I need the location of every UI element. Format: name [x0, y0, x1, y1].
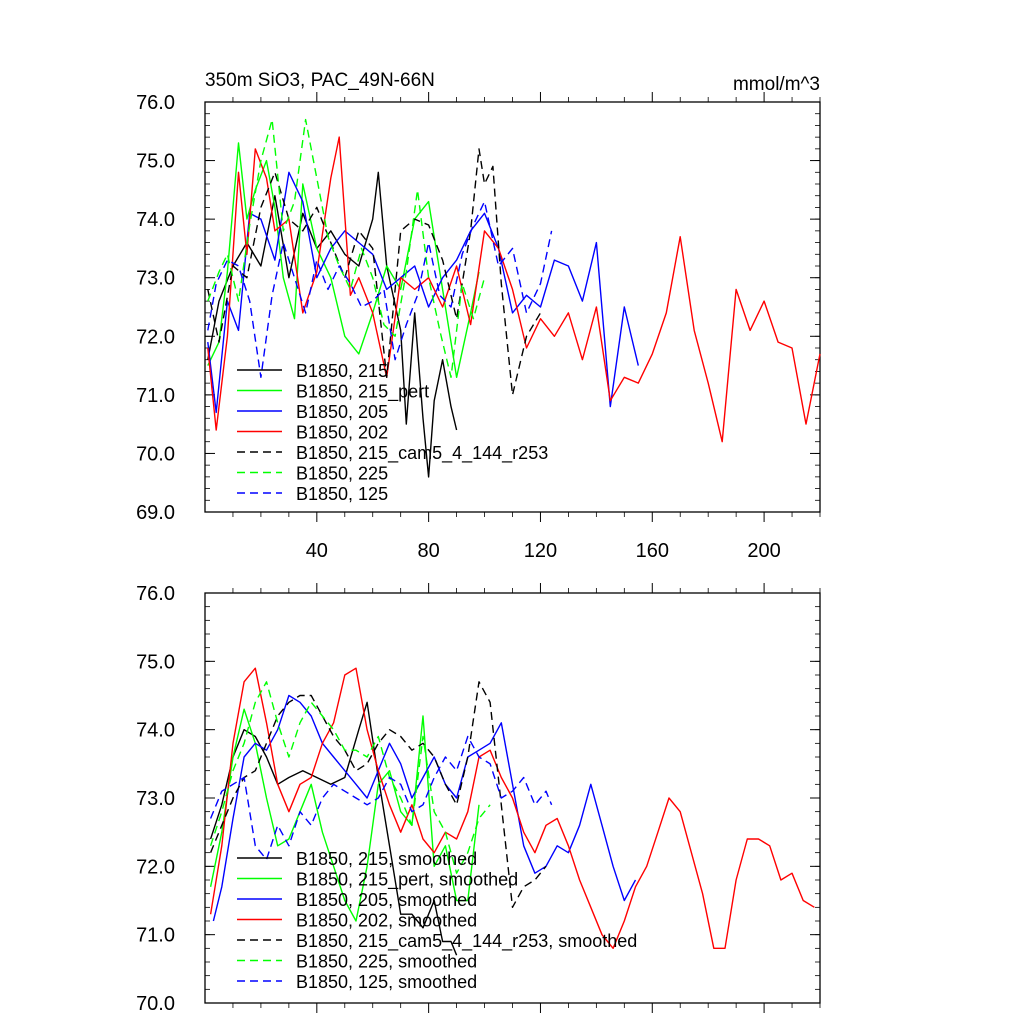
series-line-5: [207, 148, 542, 396]
series-line-7: [207, 200, 553, 378]
series-line-5: [209, 681, 547, 908]
y-tick-label: 72.0: [136, 326, 175, 348]
legend-label: B1850, 205, smoothed: [296, 890, 477, 910]
series-line-1: [207, 171, 458, 478]
y-tick-label: 69.0: [136, 502, 175, 524]
y-tick-label: 75.0: [136, 151, 175, 173]
y-tick-label: 76.0: [136, 92, 175, 114]
y-tick-label: 73.0: [136, 268, 175, 290]
y-tick-label: 70.0: [136, 443, 175, 465]
y-tick-label: 76.0: [136, 583, 175, 605]
series-line-1: [209, 701, 458, 956]
x-tick-label: 80: [418, 540, 440, 562]
legend-label: B1850, 215_cam5_4_144_r253: [296, 443, 548, 464]
x-tick-label: 40: [306, 540, 328, 562]
legend-label: B1850, 215_pert, smoothed: [296, 870, 518, 891]
y-tick-label: 75.0: [136, 651, 175, 673]
legend-label: B1850, 215_pert: [296, 382, 429, 403]
x-tick-label: 160: [636, 540, 669, 562]
y-tick-label: 71.0: [136, 925, 175, 947]
series-line-3: [212, 694, 637, 922]
series-line-3: [207, 171, 639, 414]
series-line-4: [209, 667, 815, 949]
y-tick-label: 71.0: [136, 385, 175, 407]
legend-label: B1850, 202, smoothed: [296, 911, 477, 931]
chart-units: mmol/m^3: [733, 74, 820, 95]
y-tick-label: 74.0: [136, 209, 175, 231]
legend-label: B1850, 125, smoothed: [296, 972, 477, 992]
legend-label: B1850, 225: [296, 464, 388, 484]
legend-label: B1850, 225, smoothed: [296, 952, 477, 972]
series-line-7: [209, 735, 553, 861]
y-tick-label: 72.0: [136, 856, 175, 878]
legend-label: B1850, 215_cam5_4_144_r253, smoothed: [296, 931, 637, 952]
legend-label: B1850, 215, smoothed: [296, 849, 477, 869]
y-tick-label: 70.0: [136, 993, 175, 1015]
legend-label: B1850, 215: [296, 361, 388, 381]
y-tick-label: 73.0: [136, 788, 175, 810]
x-tick-label: 120: [524, 540, 557, 562]
legend-label: B1850, 205: [296, 402, 388, 422]
chart-title: 350m SiO3, PAC_49N-66N: [205, 70, 435, 91]
x-tick-label: 200: [747, 540, 780, 562]
legend-label: B1850, 202: [296, 423, 388, 443]
legend-label: B1850, 125: [296, 484, 388, 504]
series-line-6: [207, 118, 486, 378]
y-tick-label: 74.0: [136, 720, 175, 742]
